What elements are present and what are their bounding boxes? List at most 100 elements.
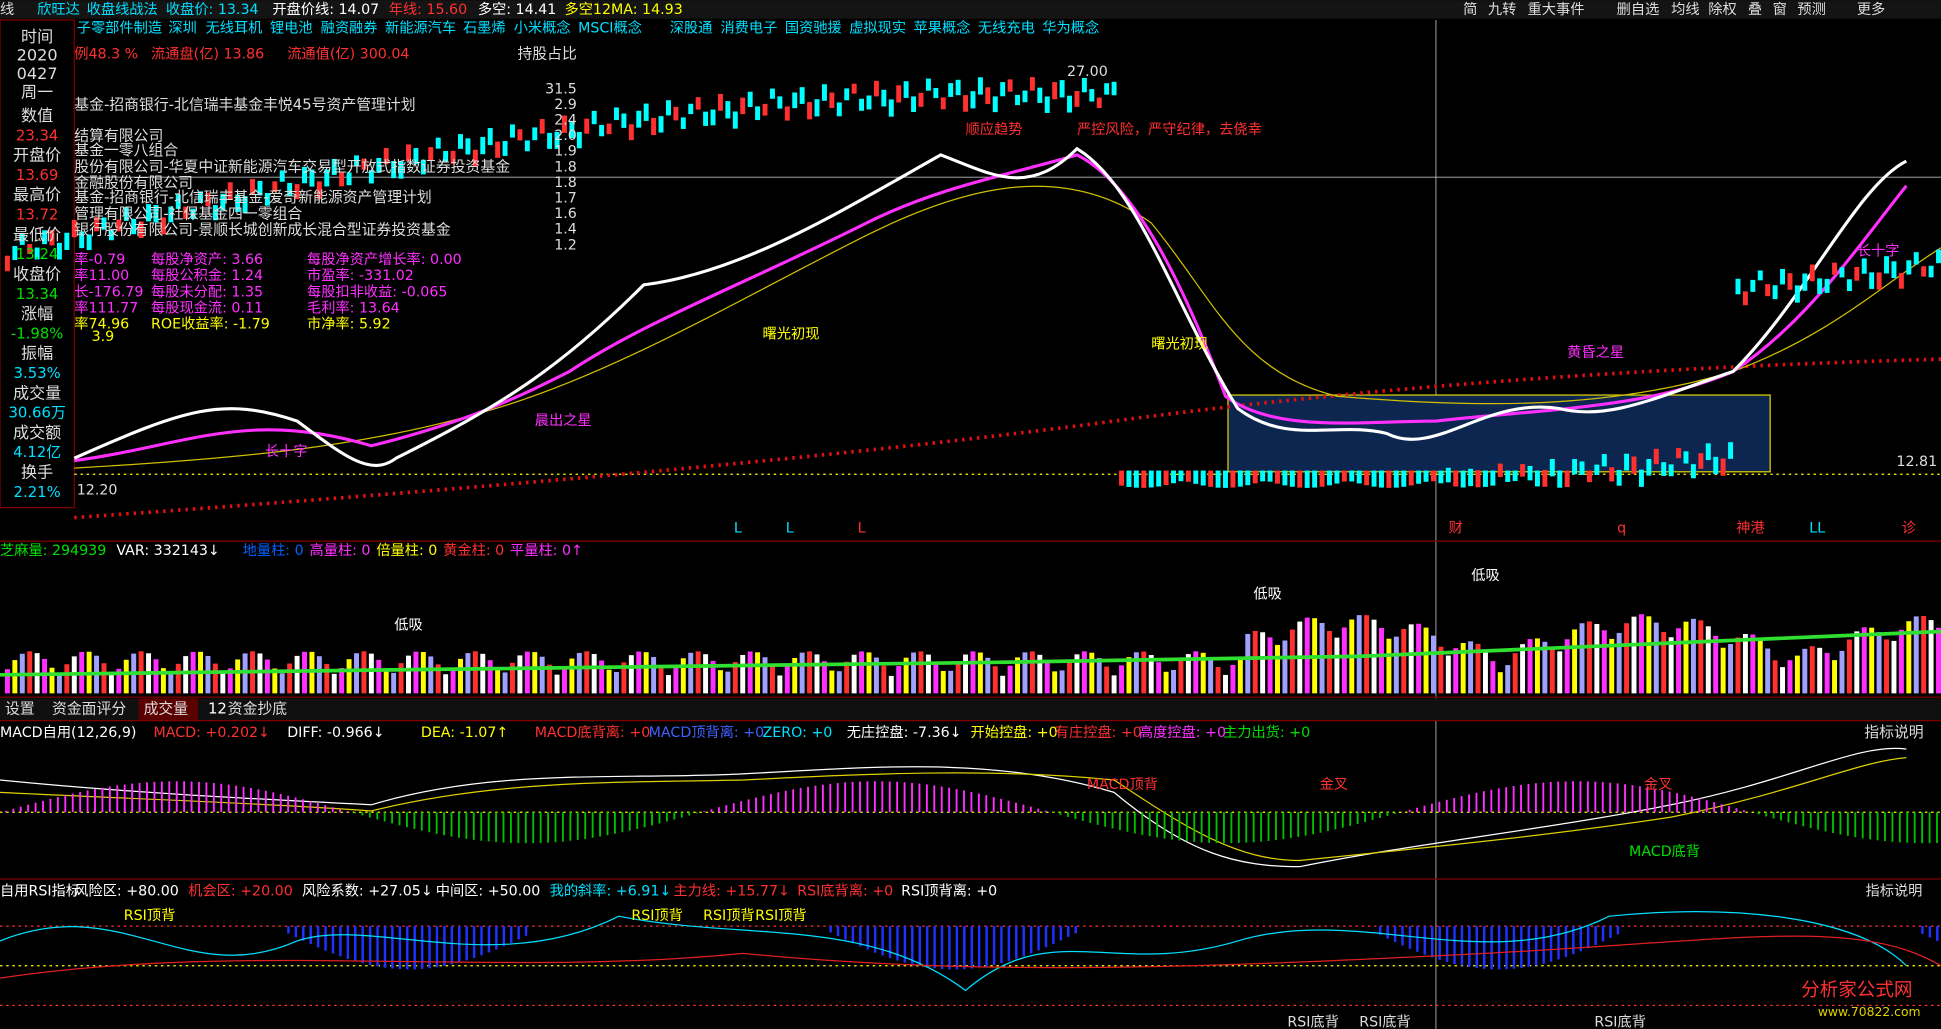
- rsi-bar: [1921, 926, 1924, 934]
- panel-tab[interactable]: 资金抄底: [228, 699, 288, 717]
- concept-tag[interactable]: 融资融券: [321, 20, 378, 37]
- rsi-bar: [309, 926, 312, 945]
- concept-tag[interactable]: 锂电池: [270, 20, 313, 37]
- macd-bar: [1579, 781, 1582, 813]
- candle: [1690, 464, 1696, 479]
- volume-bar: [792, 657, 798, 694]
- volume-bar: [175, 663, 181, 694]
- macd-bar: [1572, 781, 1574, 813]
- volume-bar: [324, 663, 330, 694]
- candle: [1453, 470, 1459, 487]
- macd-bar: [1936, 812, 1938, 844]
- toolbar-button[interactable]: 九转: [1488, 1, 1516, 18]
- toolbar-button[interactable]: 更多: [1857, 1, 1885, 18]
- panel-tab[interactable]: 12: [208, 699, 227, 717]
- rsi-bar: [510, 926, 513, 943]
- macd-bar: [1876, 812, 1879, 841]
- volume-indicator: 芝麻量: 294939: [0, 542, 106, 559]
- toolbar-button[interactable]: 均线: [1671, 1, 1699, 18]
- candle: [1289, 470, 1295, 487]
- concept-tag[interactable]: 小米概念: [514, 19, 571, 37]
- macd-bar: [502, 812, 505, 843]
- rsi-bar: [517, 926, 520, 940]
- macd-bar: [1312, 812, 1315, 835]
- rsi-bar: [1594, 926, 1597, 945]
- toolbar-button[interactable]: 窗: [1773, 0, 1787, 18]
- concept-tag[interactable]: 无线充电: [978, 20, 1035, 37]
- concept-tag[interactable]: 国资驰援: [785, 20, 842, 37]
- holder-name: 金融股份有限公司: [74, 173, 193, 191]
- candle: [1119, 470, 1124, 486]
- candle: [1720, 458, 1726, 476]
- help-button[interactable]: 指标说明: [1866, 882, 1923, 899]
- macd-bar: [1705, 800, 1708, 813]
- concept-tag[interactable]: 华为概念: [1042, 19, 1099, 37]
- candle: [1037, 87, 1043, 103]
- volume-bar: [1668, 637, 1674, 694]
- volume-bar: [346, 659, 352, 694]
- quote-value: 13.69: [16, 166, 59, 184]
- toolbar-button[interactable]: 简: [1463, 1, 1477, 18]
- panel-tab[interactable]: 资金面评分: [52, 699, 126, 717]
- volume-bar: [1067, 661, 1073, 694]
- panel-tab[interactable]: 成交量: [144, 699, 189, 717]
- volume-bar: [1289, 629, 1295, 694]
- event-marker: L: [858, 521, 866, 537]
- rsi-bar: [1460, 926, 1464, 966]
- volume-bar: [1720, 647, 1726, 694]
- volume-bar: [992, 666, 998, 694]
- macd-bar: [1534, 783, 1537, 813]
- concept-tag[interactable]: 苹果概念: [914, 19, 971, 37]
- finance-item: 每股净资产: 3.66: [151, 251, 263, 268]
- concept-tag[interactable]: 无线耳机: [205, 20, 262, 37]
- quote-value: 2.21%: [14, 483, 61, 501]
- candle: [658, 116, 664, 133]
- volume-annotation: 低吸: [1253, 585, 1281, 602]
- candle: [836, 102, 842, 117]
- volume-bar: [1898, 629, 1904, 694]
- volume-bar: [495, 669, 501, 694]
- toolbar-button[interactable]: 重大事件: [1528, 1, 1585, 18]
- menu-label: 线: [0, 1, 14, 18]
- macd-diff: [0, 747, 1907, 868]
- candle: [1586, 470, 1592, 483]
- candle: [435, 137, 441, 149]
- concept-tag[interactable]: 深圳: [168, 20, 196, 37]
- candle: [71, 219, 77, 238]
- concept-tag[interactable]: MSCI概念: [578, 19, 642, 37]
- candle: [613, 107, 619, 121]
- active-tab: [138, 698, 199, 721]
- rsi-bar: [1000, 926, 1003, 964]
- volume-bar: [1772, 660, 1778, 694]
- candle: [1052, 82, 1058, 100]
- volume-bar: [1594, 624, 1600, 694]
- macd-bar: [1720, 804, 1723, 813]
- volume-bar: [1468, 641, 1474, 694]
- rsi-bar: [836, 926, 840, 937]
- concept-tag[interactable]: 虚拟现实: [849, 20, 906, 37]
- toolbar-button[interactable]: 叠: [1748, 1, 1762, 18]
- macd-bar: [1163, 812, 1166, 839]
- macd-bar: [665, 812, 668, 822]
- concept-tag[interactable]: 新能源汽车: [385, 20, 456, 37]
- toolbar-button[interactable]: 除权: [1708, 1, 1736, 18]
- concept-tag[interactable]: 深股通: [670, 20, 713, 37]
- macd-bar: [977, 793, 980, 813]
- toolbar-button[interactable]: 删自选: [1617, 1, 1660, 18]
- help-button[interactable]: 指标说明: [1864, 723, 1923, 741]
- candle: [235, 194, 241, 212]
- volume-bar: [524, 651, 530, 694]
- macd-bar: [1765, 812, 1768, 817]
- volume-bar: [1185, 654, 1191, 694]
- rsi-bar: [985, 926, 988, 967]
- concept-tag[interactable]: 石墨烯: [463, 20, 506, 37]
- volume-bar: [977, 652, 983, 694]
- concept-tag[interactable]: 消费电子: [720, 20, 777, 37]
- candle: [643, 103, 649, 121]
- volume-bar: [1275, 644, 1280, 694]
- panel-tab[interactable]: 设置: [5, 699, 35, 717]
- toolbar-button[interactable]: 预测: [1797, 1, 1825, 18]
- concept-tag[interactable]: 子零部件制造: [77, 20, 162, 37]
- macd-bar: [354, 812, 356, 814]
- volume-bar: [339, 668, 345, 694]
